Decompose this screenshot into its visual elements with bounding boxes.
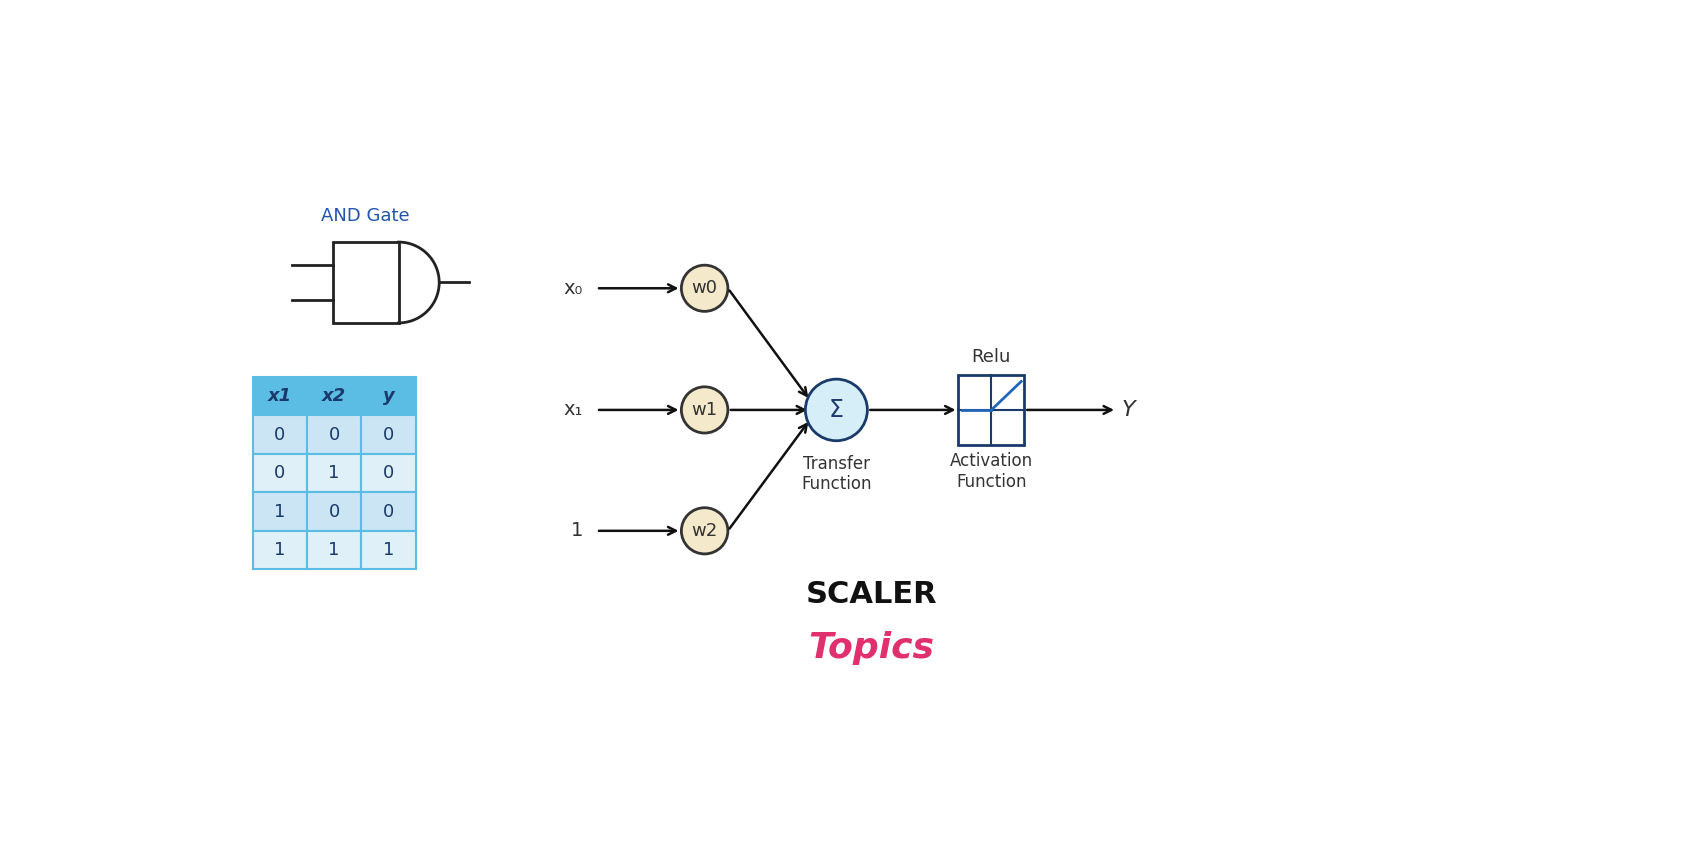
- Text: Activation
Function: Activation Function: [950, 453, 1034, 491]
- Text: Topics: Topics: [808, 631, 935, 665]
- Bar: [362, 531, 415, 569]
- Circle shape: [682, 266, 728, 311]
- Circle shape: [682, 507, 728, 554]
- Text: x₁: x₁: [564, 400, 583, 420]
- Bar: [253, 531, 308, 569]
- Text: 1: 1: [274, 541, 286, 559]
- Text: 1: 1: [571, 521, 583, 540]
- Text: y: y: [382, 387, 394, 405]
- Bar: [362, 454, 415, 492]
- Text: Relu: Relu: [972, 348, 1011, 366]
- Text: 0: 0: [274, 464, 286, 482]
- Text: 0: 0: [274, 426, 286, 443]
- Text: 0: 0: [328, 502, 340, 521]
- Text: AND Gate: AND Gate: [321, 207, 410, 225]
- Bar: [253, 454, 308, 492]
- Text: 0: 0: [382, 426, 394, 443]
- Text: 1: 1: [274, 502, 286, 521]
- Bar: [333, 242, 398, 323]
- Circle shape: [682, 387, 728, 433]
- Text: w1: w1: [692, 401, 717, 419]
- Text: Transfer
Function: Transfer Function: [801, 454, 872, 493]
- Bar: [308, 531, 362, 569]
- Bar: [253, 492, 308, 531]
- Bar: [362, 377, 415, 416]
- Text: w0: w0: [692, 279, 717, 298]
- Text: SCALER: SCALER: [806, 580, 937, 609]
- Text: w2: w2: [692, 522, 717, 540]
- Bar: [362, 416, 415, 454]
- Bar: [362, 492, 415, 531]
- Text: Y: Y: [1122, 400, 1136, 420]
- Text: 0: 0: [382, 464, 394, 482]
- Text: x₀: x₀: [564, 279, 583, 298]
- Polygon shape: [398, 242, 439, 323]
- Text: 1: 1: [328, 464, 340, 482]
- Bar: [308, 492, 362, 531]
- Text: 0: 0: [382, 502, 394, 521]
- Text: 1: 1: [382, 541, 394, 559]
- Bar: [253, 416, 308, 454]
- Text: x2: x2: [321, 387, 347, 405]
- Bar: [308, 454, 362, 492]
- Text: 1: 1: [328, 541, 340, 559]
- Bar: [308, 377, 362, 416]
- Bar: [308, 416, 362, 454]
- Text: x1: x1: [269, 387, 292, 405]
- Bar: [959, 375, 1025, 444]
- Bar: [253, 377, 308, 416]
- Circle shape: [806, 379, 867, 441]
- Text: 0: 0: [328, 426, 340, 443]
- Text: Σ: Σ: [830, 398, 843, 422]
